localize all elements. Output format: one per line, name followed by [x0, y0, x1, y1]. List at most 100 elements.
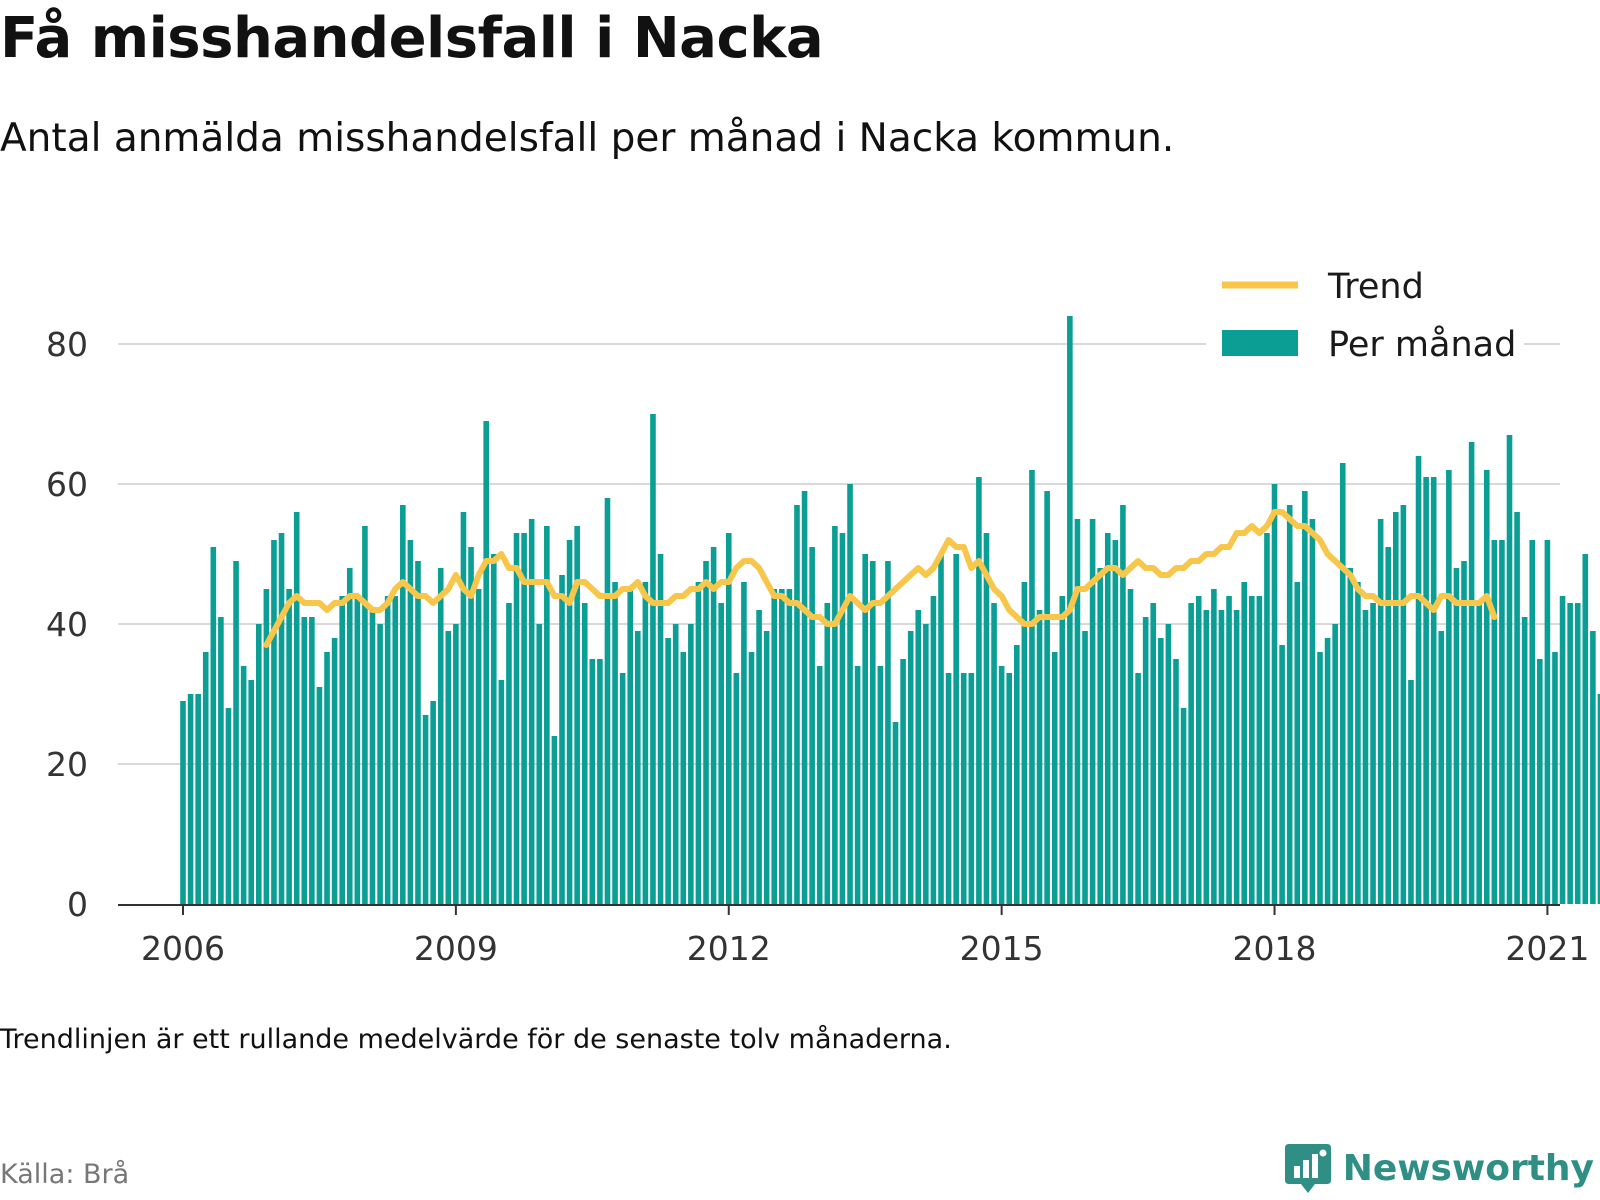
bar: [453, 624, 459, 904]
bar: [725, 533, 732, 904]
bar: [331, 638, 338, 904]
bar: [210, 547, 217, 904]
bar: [1339, 463, 1346, 904]
bar: [1537, 659, 1543, 904]
bar: [854, 666, 861, 904]
footnote: Trendlinjen är ett rullande medelvärde f…: [0, 1024, 952, 1055]
bar: [202, 652, 209, 904]
bar: [1393, 512, 1399, 904]
bar: [1506, 435, 1513, 904]
bar: [915, 610, 922, 904]
bar: [1074, 519, 1081, 904]
bar: [1559, 596, 1566, 904]
bar: [1014, 645, 1020, 904]
bar: [468, 547, 474, 904]
bar: [771, 589, 778, 904]
bar: [187, 694, 194, 904]
bar: [1385, 547, 1392, 904]
bar: [589, 659, 596, 904]
source-credit: Källa: Brå: [0, 1159, 130, 1190]
bar: [991, 603, 997, 904]
y-tick-label: 20: [46, 745, 88, 784]
bar: [900, 659, 906, 904]
bar: [809, 547, 815, 904]
bar: [1567, 603, 1573, 904]
y-tick-label: 60: [46, 465, 88, 504]
bar: [1097, 568, 1103, 904]
bar: [566, 540, 573, 904]
bar: [233, 561, 239, 904]
bar: [278, 533, 285, 904]
bar: [437, 568, 444, 904]
bar: [869, 561, 876, 904]
bar: [1211, 589, 1217, 904]
bar: [1317, 652, 1323, 904]
bar: [1021, 582, 1028, 904]
bar: [271, 540, 277, 904]
brand-logo[interactable]: Newsworthy: [1284, 1143, 1594, 1193]
bar: [392, 596, 399, 904]
bar: [354, 596, 361, 904]
bar: [407, 540, 414, 904]
bar: [225, 708, 232, 904]
bar: [703, 561, 709, 904]
bar: [824, 603, 831, 904]
bar: [612, 582, 618, 904]
bar: [885, 561, 891, 904]
bar: [1226, 596, 1232, 904]
bar: [672, 624, 679, 904]
bar: [1248, 596, 1255, 904]
bar: [930, 596, 937, 904]
bar: [1120, 505, 1126, 904]
bar: [293, 512, 300, 904]
bar: [1574, 603, 1581, 904]
bar: [1188, 603, 1194, 904]
bar: [1362, 610, 1369, 904]
bar: [1446, 470, 1452, 904]
bar: [741, 582, 747, 904]
bar: [460, 512, 467, 904]
legend-bar-label: Per månad: [1328, 324, 1516, 365]
bar: [1256, 596, 1263, 904]
bar: [1006, 673, 1013, 904]
bar: [362, 526, 368, 904]
bar: [892, 722, 899, 904]
x-tick-label: 2006: [141, 929, 225, 968]
bar: [1453, 568, 1460, 904]
bar: [1332, 624, 1338, 904]
bar: [832, 526, 838, 904]
bar: [1544, 540, 1551, 904]
bar-series: [180, 316, 1600, 904]
bar: [976, 477, 982, 904]
y-tick-label: 40: [46, 605, 88, 644]
bar: [1468, 442, 1475, 904]
bar: [180, 701, 186, 904]
bar: [286, 589, 292, 904]
bar: [1127, 589, 1134, 904]
bar: [1279, 645, 1285, 904]
bar: [1476, 603, 1482, 904]
bar: [627, 589, 634, 904]
bar: [1309, 519, 1316, 904]
legend: Trend Per månad: [1206, 258, 1524, 370]
bar: [1271, 484, 1278, 904]
chart-title: Få misshandelsfall i Nacka: [0, 6, 824, 71]
chart-subtitle: Antal anmälda misshandelsfall per månad …: [0, 116, 1175, 161]
bar: [695, 582, 702, 904]
bar: [1423, 477, 1429, 904]
bar: [907, 631, 914, 904]
bar: [877, 666, 884, 904]
bar: [415, 561, 421, 904]
bar: [248, 680, 255, 904]
bar: [597, 659, 603, 904]
bar: [574, 526, 580, 904]
bar: [1355, 582, 1361, 904]
bar: [1521, 617, 1528, 904]
bar: [316, 687, 323, 904]
bar: [483, 421, 489, 904]
bar: [1400, 505, 1407, 904]
bar: [1135, 673, 1141, 904]
brand-name: Newsworthy: [1342, 1147, 1594, 1189]
bar: [521, 533, 527, 904]
bar: [604, 498, 611, 904]
